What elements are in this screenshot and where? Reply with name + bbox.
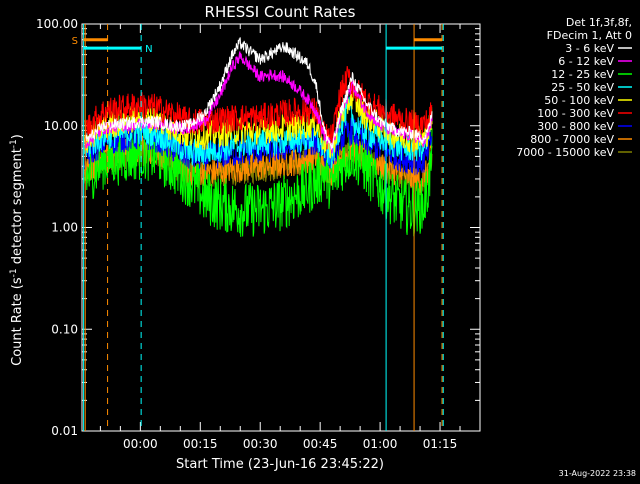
- series-line: [83, 51, 433, 154]
- legend-label: 800 - 7000 keV: [530, 133, 614, 146]
- legend-label: 12 - 25 keV: [551, 68, 614, 81]
- y-axis-label-part1: Count Rate (s: [10, 277, 25, 366]
- legend-label: 25 - 50 keV: [551, 81, 614, 94]
- chart-title: RHESSI Count Rates: [205, 3, 356, 21]
- y-tick-label: 0.01: [51, 424, 78, 438]
- x-tick-label: 00:30: [243, 437, 278, 451]
- series-line: [83, 66, 433, 151]
- y-axis-label-sup2: -1: [9, 139, 19, 148]
- y-axis-label-sup1: -1: [9, 268, 19, 277]
- y-axis-label: Count Rate (s-1 detector segment-1): [9, 134, 25, 366]
- flag-label: N: [145, 44, 152, 55]
- y-tick-label: 1.00: [51, 221, 78, 235]
- legend-label: 300 - 800 keV: [537, 120, 614, 133]
- x-tick-label: 00:00: [123, 437, 158, 451]
- y-tick-label: 0.10: [51, 322, 78, 336]
- x-tick-label: 00:45: [303, 437, 338, 451]
- timestamp: 31-Aug-2022 23:38: [559, 469, 636, 478]
- flag-label: S: [72, 36, 78, 47]
- legend-header-line-2: FDecim 1, Att 0: [547, 29, 632, 42]
- legend-label: 50 - 100 keV: [544, 94, 614, 107]
- series-line: [83, 37, 433, 150]
- y-tick-label: 100.00: [36, 17, 78, 31]
- x-tick-label: 01:00: [363, 437, 398, 451]
- y-axis-label-part2: detector segment: [10, 148, 25, 268]
- series-line: [83, 117, 433, 176]
- y-tick-label: 10.00: [44, 119, 78, 133]
- x-tick-label: 01:15: [423, 437, 458, 451]
- series-line: [83, 126, 433, 237]
- legend-label: 100 - 300 keV: [537, 107, 614, 120]
- x-tick-label: 00:15: [183, 437, 218, 451]
- legend-label: 7000 - 15000 keV: [516, 146, 614, 159]
- legend-label: 6 - 12 keV: [558, 55, 614, 68]
- y-axis-label-part3: ): [10, 134, 25, 139]
- legend-header-line-1: Det 1f,3f,8f,: [566, 16, 632, 29]
- legend-label: 3 - 6 keV: [565, 42, 614, 55]
- x-axis-label: Start Time (23-Jun-16 23:45:22): [176, 457, 384, 472]
